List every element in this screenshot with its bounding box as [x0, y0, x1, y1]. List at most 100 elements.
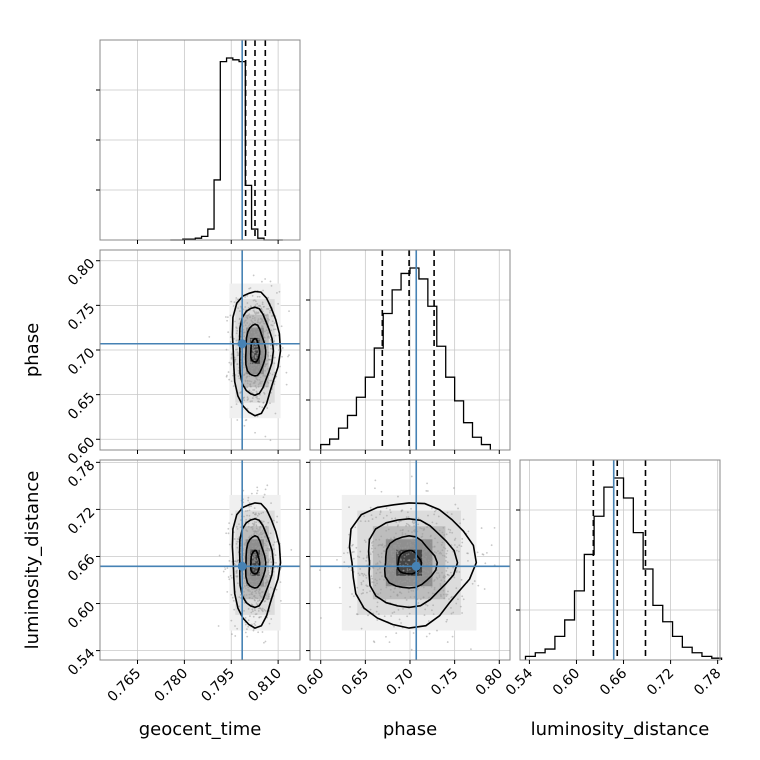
sample-point: [270, 347, 272, 350]
sample-point: [426, 526, 428, 529]
sample-point: [413, 525, 415, 527]
sample-point: [273, 362, 276, 365]
sample-point: [421, 532, 424, 535]
sample-point: [428, 632, 431, 635]
sample-point: [410, 475, 413, 478]
sample-point: [363, 515, 366, 518]
sample-point: [374, 547, 377, 550]
sample-point: [236, 354, 239, 357]
sample-point: [262, 496, 265, 499]
sample-point: [392, 555, 395, 558]
sample-point: [242, 366, 245, 369]
panel-grid: [310, 250, 510, 450]
sample-point: [261, 561, 264, 564]
sample-point: [251, 367, 253, 370]
sample-point: [267, 354, 269, 357]
sample-point: [254, 596, 257, 599]
sample-point: [395, 532, 397, 535]
sample-point: [387, 528, 390, 531]
sample-point: [424, 608, 427, 611]
sample-point: [394, 546, 397, 549]
sample-point: [275, 588, 278, 591]
sample-point: [227, 527, 230, 530]
sample-point: [238, 605, 241, 608]
sample-point: [374, 479, 377, 482]
sample-point: [224, 568, 227, 571]
x-tick-label: 0.765: [105, 666, 145, 706]
sample-point: [254, 599, 256, 602]
sample-point: [431, 592, 434, 595]
sample-point: [379, 571, 382, 574]
sample-point: [236, 348, 239, 351]
sample-point: [362, 589, 365, 591]
sample-point: [445, 552, 448, 555]
sample-point: [256, 597, 259, 600]
sample-point: [259, 548, 262, 551]
sample-point: [253, 351, 256, 354]
sample-point: [378, 555, 380, 558]
sample-point: [253, 532, 256, 535]
sample-point: [357, 572, 360, 575]
sample-point: [249, 287, 252, 289]
sample-point: [440, 543, 443, 546]
sample-point: [264, 322, 266, 325]
sample-point: [236, 363, 239, 365]
sample-point: [261, 359, 264, 362]
sample-point: [261, 406, 264, 409]
sample-point: [244, 539, 247, 542]
sample-point: [259, 571, 262, 574]
sample-point: [265, 329, 268, 332]
sample-point: [366, 585, 369, 588]
sample-point: [385, 529, 388, 532]
sample-point: [287, 355, 289, 358]
sample-point: [410, 589, 413, 592]
sample-point: [433, 580, 435, 582]
sample-point: [428, 583, 431, 586]
sample-point: [455, 569, 458, 572]
x-tick-label: 0.78: [691, 666, 724, 699]
sample-point: [385, 507, 388, 510]
sample-point: [366, 591, 368, 594]
sample-point: [259, 376, 262, 379]
sample-point: [448, 598, 450, 600]
sample-point: [352, 543, 354, 546]
sample-point: [467, 530, 470, 533]
sample-point: [230, 513, 233, 516]
sample-point: [266, 332, 269, 335]
sample-point: [407, 530, 410, 532]
sample-point: [436, 577, 439, 580]
sample-point: [290, 548, 293, 551]
sample-point: [243, 396, 246, 399]
sample-point: [248, 554, 251, 557]
sample-point: [435, 576, 438, 579]
sample-point: [273, 340, 276, 343]
sample-point: [386, 574, 389, 576]
sample-point: [428, 553, 431, 555]
sample-point: [408, 524, 411, 527]
sample-point: [433, 513, 436, 516]
sample-point: [346, 551, 349, 554]
sample-point: [243, 602, 246, 604]
sample-point: [383, 615, 386, 618]
sample-point: [244, 324, 247, 327]
sample-point: [248, 509, 251, 512]
sample-point: [442, 546, 445, 549]
sample-point: [261, 543, 264, 545]
sample-point: [401, 533, 404, 536]
sample-point: [423, 554, 425, 556]
sample-point: [265, 525, 268, 528]
sample-point: [432, 613, 435, 616]
sample-point: [250, 505, 252, 508]
sample-point: [254, 609, 256, 612]
sample-point: [258, 607, 260, 610]
sample-point: [392, 591, 395, 594]
sample-point: [451, 531, 454, 534]
x-tick-label: 0.795: [198, 666, 238, 706]
sample-point: [461, 541, 464, 544]
sample-point: [250, 371, 253, 374]
sample-point: [461, 595, 464, 598]
sample-point: [257, 304, 260, 307]
sample-point: [285, 371, 288, 374]
sample-point: [264, 582, 267, 584]
